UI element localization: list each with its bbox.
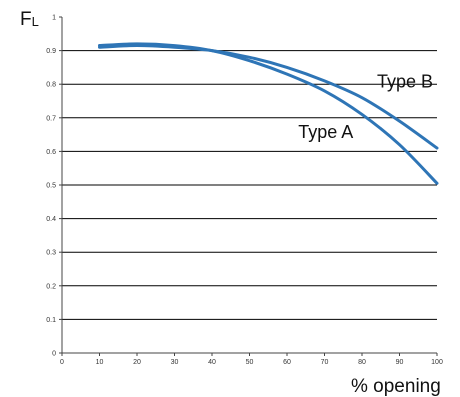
y-tick-label-5: 0.5: [46, 183, 56, 190]
y-tick-label-8: 0.8: [46, 82, 56, 89]
series-line-type-b: [98, 44, 439, 150]
annotations: Type A Type B: [298, 72, 433, 142]
annotation-type-a: Type A: [298, 122, 353, 142]
y-tick-label-7: 0.7: [46, 115, 56, 122]
y-tick-label-2: 0.2: [46, 283, 56, 290]
x-tick-label-6: 60: [283, 359, 291, 366]
x-tick-label-0: 0: [60, 359, 64, 366]
y-tick-label-3: 0.3: [46, 250, 56, 257]
x-tick-label-7: 70: [321, 359, 329, 366]
y-tick-label-6: 0.6: [46, 149, 56, 156]
x-tick-label-10: 100: [431, 359, 443, 366]
tick-labels: 00.10.20.30.40.50.60.70.80.910 10 20 30 40 50…: [46, 15, 443, 367]
axes: [59, 16, 438, 356]
y-axis-title: FL: [20, 9, 39, 30]
y-tick-label-9: 0.9: [46, 48, 56, 55]
annotation-type-b: Type B: [377, 72, 433, 92]
x-tick-label-4: 40: [208, 359, 216, 366]
y-tick-label-10: 1: [52, 15, 56, 22]
x-tick-label-2: 20: [133, 359, 141, 366]
x-tick-label-8: 80: [358, 359, 366, 366]
x-tick-label-3: 30: [171, 359, 179, 366]
x-tick-label-5: 50: [246, 359, 254, 366]
y-tick-label-0: 0: [52, 351, 56, 358]
y-tick-label-4: 0.4: [46, 216, 56, 223]
x-tick-label-1: 10: [96, 359, 104, 366]
x-tick-label-9: 90: [396, 359, 404, 366]
series-line-type-a: [98, 42, 439, 185]
y-tick-label-1: 0.1: [46, 317, 56, 324]
x-axis-title: % opening: [351, 376, 441, 397]
grid-lines: [62, 50, 437, 320]
series-lines: [98, 42, 439, 185]
